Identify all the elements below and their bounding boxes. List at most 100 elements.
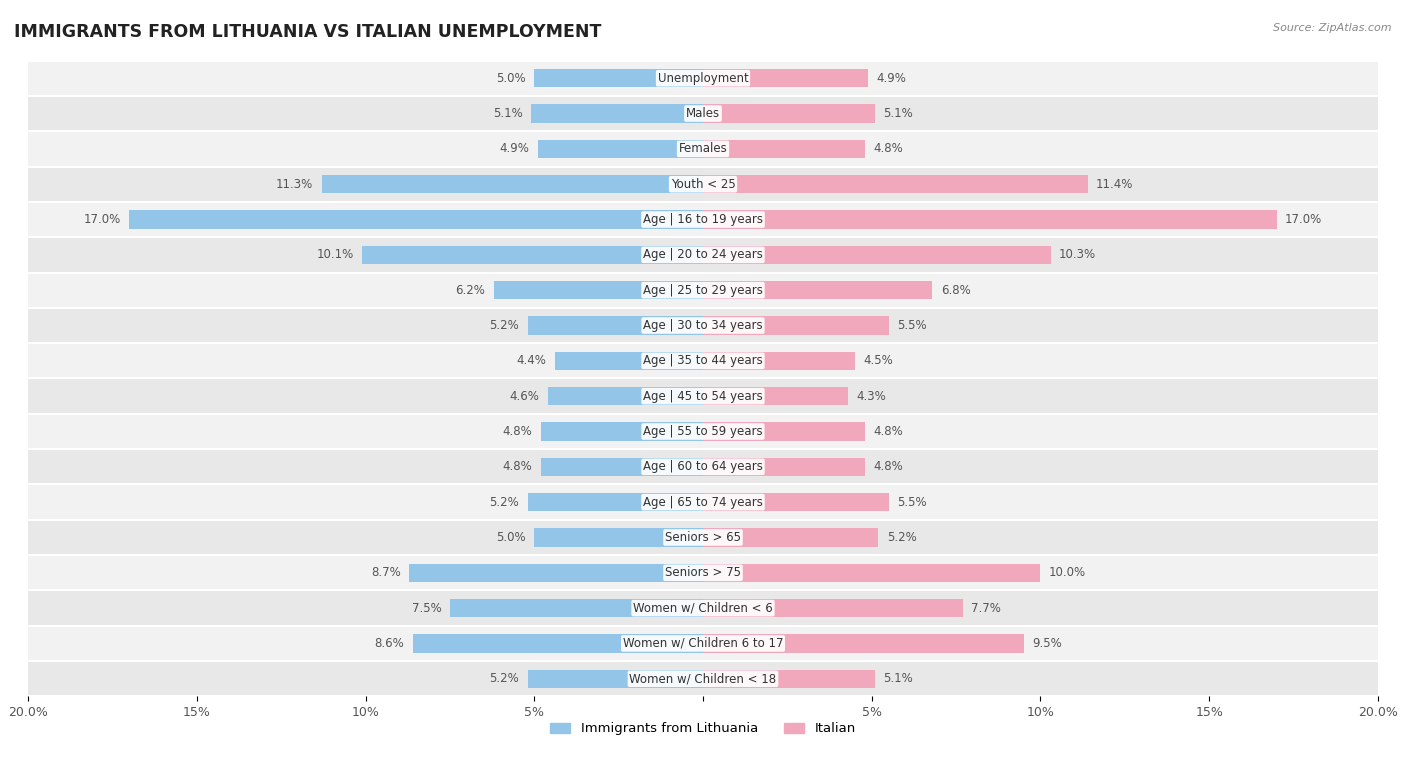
Bar (703, 493, 889, 511)
Bar (363, 246, 703, 264)
Bar (703, 140, 865, 158)
Text: Age | 60 to 64 years: Age | 60 to 64 years (643, 460, 763, 473)
Text: 11.4%: 11.4% (1097, 178, 1133, 191)
Bar (703, 281, 932, 299)
Text: Source: ZipAtlas.com: Source: ZipAtlas.com (1274, 23, 1392, 33)
Bar (28, 378, 1378, 414)
Text: 4.9%: 4.9% (499, 142, 529, 155)
Text: 5.5%: 5.5% (897, 496, 927, 509)
Bar (703, 316, 889, 335)
Text: 9.5%: 9.5% (1032, 637, 1062, 650)
Text: IMMIGRANTS FROM LITHUANIA VS ITALIAN UNEMPLOYMENT: IMMIGRANTS FROM LITHUANIA VS ITALIAN UNE… (14, 23, 602, 41)
Bar (703, 528, 879, 547)
Text: Age | 65 to 74 years: Age | 65 to 74 years (643, 496, 763, 509)
Text: 5.0%: 5.0% (496, 531, 526, 544)
Bar (541, 422, 703, 441)
Bar (703, 458, 865, 476)
Bar (28, 273, 1378, 308)
Text: 8.7%: 8.7% (371, 566, 401, 579)
Bar (28, 626, 1378, 661)
Bar (28, 96, 1378, 131)
Text: 7.5%: 7.5% (412, 602, 441, 615)
Text: 4.6%: 4.6% (509, 390, 540, 403)
Bar (527, 493, 703, 511)
Bar (703, 104, 875, 123)
Bar (534, 69, 703, 87)
Text: Youth < 25: Youth < 25 (671, 178, 735, 191)
Text: Women w/ Children < 6: Women w/ Children < 6 (633, 602, 773, 615)
Bar (28, 414, 1378, 449)
Bar (537, 140, 703, 158)
Text: 4.8%: 4.8% (503, 425, 533, 438)
Bar (28, 202, 1378, 237)
Bar (703, 634, 1024, 653)
Bar (703, 246, 1050, 264)
Text: 10.1%: 10.1% (316, 248, 354, 261)
Bar (531, 104, 703, 123)
Bar (28, 308, 1378, 343)
Bar (28, 343, 1378, 378)
Bar (541, 458, 703, 476)
Text: 6.8%: 6.8% (941, 284, 970, 297)
Bar (28, 131, 1378, 167)
Text: Age | 45 to 54 years: Age | 45 to 54 years (643, 390, 763, 403)
Legend: Immigrants from Lithuania, Italian: Immigrants from Lithuania, Italian (546, 717, 860, 740)
Text: 4.9%: 4.9% (877, 72, 907, 85)
Bar (413, 634, 703, 653)
Bar (527, 316, 703, 335)
Text: 5.2%: 5.2% (887, 531, 917, 544)
Text: Women w/ Children 6 to 17: Women w/ Children 6 to 17 (623, 637, 783, 650)
Bar (703, 352, 855, 370)
Text: 10.0%: 10.0% (1049, 566, 1085, 579)
Bar (28, 661, 1378, 696)
Text: 5.2%: 5.2% (489, 319, 519, 332)
Text: 5.2%: 5.2% (489, 672, 519, 685)
Bar (534, 528, 703, 547)
Bar (703, 387, 848, 405)
Bar (703, 422, 865, 441)
Bar (28, 484, 1378, 520)
Bar (548, 387, 703, 405)
Text: Women w/ Children < 18: Women w/ Children < 18 (630, 672, 776, 685)
Text: 7.7%: 7.7% (972, 602, 1001, 615)
Text: Age | 25 to 29 years: Age | 25 to 29 years (643, 284, 763, 297)
Text: 5.5%: 5.5% (897, 319, 927, 332)
Text: 5.1%: 5.1% (883, 107, 914, 120)
Text: Seniors > 65: Seniors > 65 (665, 531, 741, 544)
Text: Females: Females (679, 142, 727, 155)
Bar (322, 175, 703, 193)
Bar (450, 599, 703, 617)
Bar (28, 555, 1378, 590)
Bar (703, 175, 1088, 193)
Text: Unemployment: Unemployment (658, 72, 748, 85)
Text: Age | 35 to 44 years: Age | 35 to 44 years (643, 354, 763, 367)
Text: 4.8%: 4.8% (873, 425, 903, 438)
Bar (28, 61, 1378, 96)
Text: Age | 16 to 19 years: Age | 16 to 19 years (643, 213, 763, 226)
Text: 10.3%: 10.3% (1059, 248, 1097, 261)
Text: 5.1%: 5.1% (883, 672, 914, 685)
Text: 4.5%: 4.5% (863, 354, 893, 367)
Text: 4.8%: 4.8% (873, 460, 903, 473)
Text: 4.8%: 4.8% (503, 460, 533, 473)
Text: 5.0%: 5.0% (496, 72, 526, 85)
Text: Age | 55 to 59 years: Age | 55 to 59 years (643, 425, 763, 438)
Bar (28, 590, 1378, 626)
Bar (554, 352, 703, 370)
Bar (28, 520, 1378, 555)
Bar (28, 449, 1378, 484)
Text: Males: Males (686, 107, 720, 120)
Text: 11.3%: 11.3% (276, 178, 314, 191)
Bar (28, 167, 1378, 202)
Text: 4.3%: 4.3% (856, 390, 886, 403)
Text: Age | 20 to 24 years: Age | 20 to 24 years (643, 248, 763, 261)
Text: Age | 30 to 34 years: Age | 30 to 34 years (643, 319, 763, 332)
Bar (527, 670, 703, 688)
Bar (703, 599, 963, 617)
Text: 17.0%: 17.0% (1285, 213, 1322, 226)
Bar (409, 564, 703, 582)
Text: 4.8%: 4.8% (873, 142, 903, 155)
Bar (129, 210, 703, 229)
Bar (703, 69, 869, 87)
Text: 5.1%: 5.1% (492, 107, 523, 120)
